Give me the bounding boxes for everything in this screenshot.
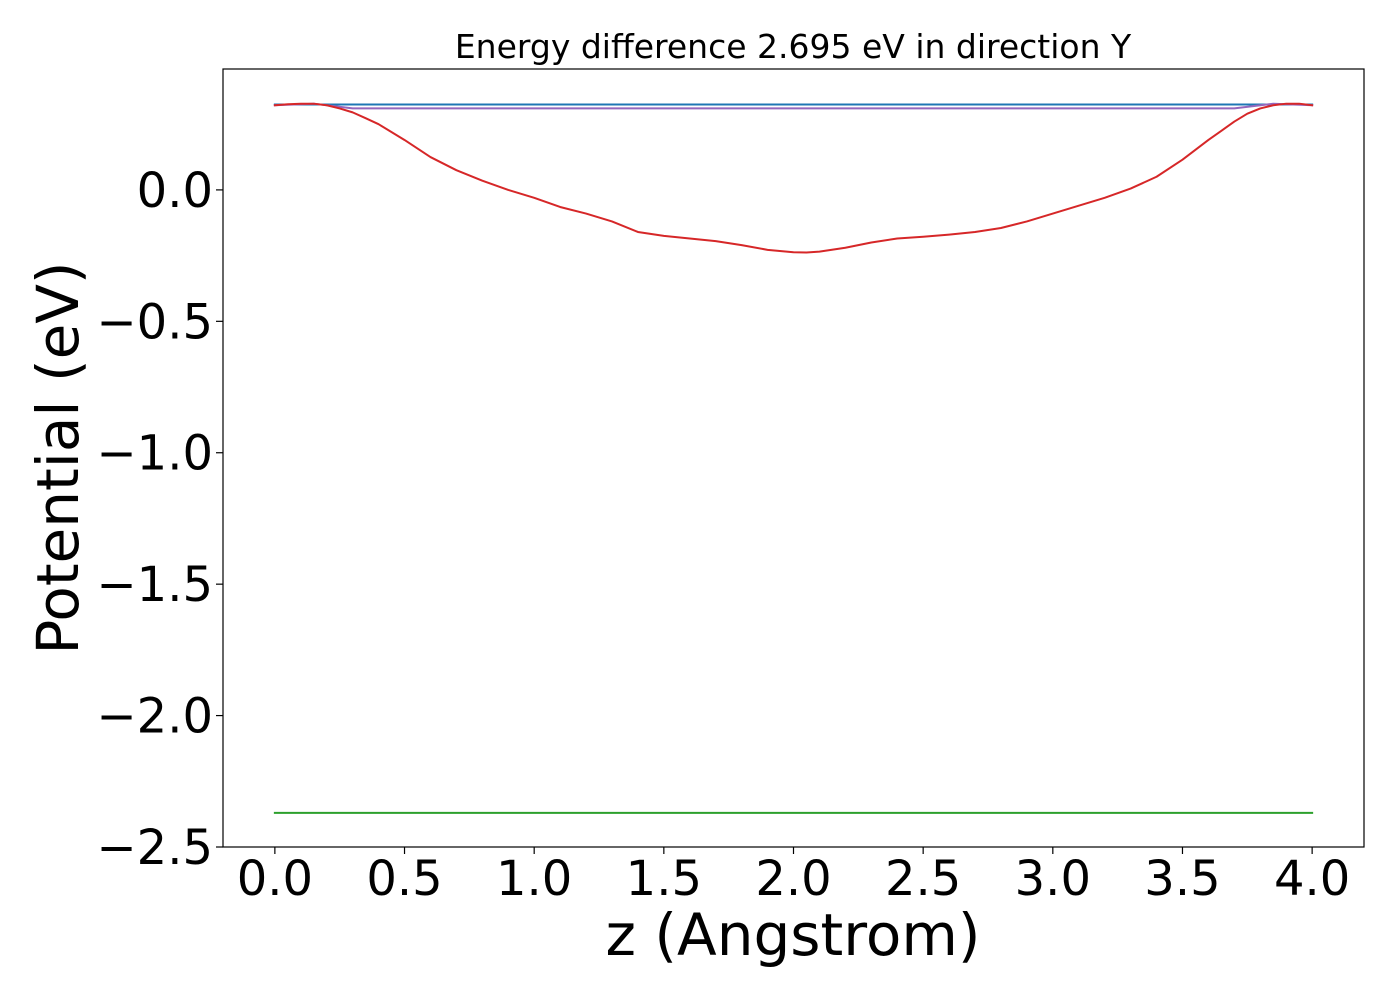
x-axis: 0.0 0.5 1.0 1.5 2.0 2.5 3.0 3.5 4.0 <box>237 847 1350 907</box>
y-tick-label: −1.5 <box>96 557 213 613</box>
x-tick-label: 2.0 <box>755 851 831 907</box>
plot-frame <box>222 68 1365 848</box>
x-tick-label: 1.5 <box>626 851 702 907</box>
y-tick-label: 0.0 <box>137 163 213 219</box>
x-axis-label: z (Angstrom) <box>606 901 981 969</box>
chart-title: Energy difference 2.695 eV in direction … <box>455 27 1132 66</box>
x-tick-label: 0.0 <box>237 851 313 907</box>
x-tick-label: 0.5 <box>366 851 442 907</box>
x-tick-label: 3.0 <box>1015 851 1091 907</box>
y-tick-label: −1.0 <box>96 426 213 482</box>
x-tick-label: 1.0 <box>496 851 572 907</box>
y-axis-label: Potential (eV) <box>24 261 92 654</box>
series-layer <box>273 102 1314 814</box>
x-tick-label: 4.0 <box>1274 851 1350 907</box>
y-tick-label: −0.5 <box>96 294 213 350</box>
y-tick-label: −2.0 <box>96 689 213 745</box>
y-axis: 0.0 −0.5 −1.0 −1.5 −2.0 −2.5 <box>96 163 223 876</box>
x-tick-label: 3.5 <box>1144 851 1220 907</box>
series-line-4 <box>273 102 1314 254</box>
x-tick-label: 2.5 <box>885 851 961 907</box>
y-tick-label: −2.5 <box>96 820 213 876</box>
